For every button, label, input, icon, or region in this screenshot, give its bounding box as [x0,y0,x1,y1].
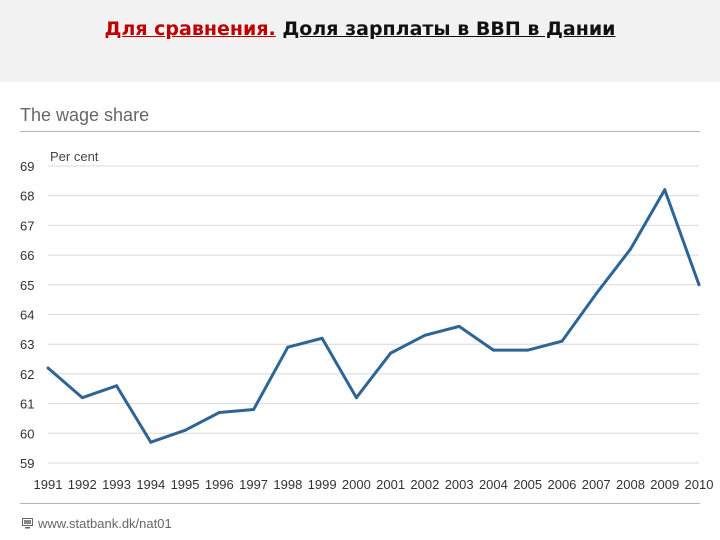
data-point [320,336,324,340]
data-point [183,428,187,432]
x-tick-label: 2007 [582,477,611,492]
x-tick-label: 2009 [650,477,679,492]
y-tick-label: 68 [20,189,34,204]
data-point [286,345,290,349]
x-tick-label: 1998 [273,477,302,492]
data-point [628,247,632,251]
x-tick-label: 1993 [102,477,131,492]
x-tick-label: 2010 [685,477,714,492]
data-point [80,396,84,400]
data-point [491,348,495,352]
data-point [149,440,153,444]
header-band [0,0,720,82]
data-point [526,348,530,352]
y-tick-label: 66 [20,248,34,263]
data-point [217,411,221,415]
y-axis-unit-label: Per cent [50,149,99,164]
y-tick-label: 65 [20,278,34,293]
chart-title: The wage share [20,105,150,125]
data-point [115,384,119,388]
data-point [663,188,667,192]
data-point [457,324,461,328]
data-point [354,396,358,400]
bottom-divider [20,503,700,504]
x-tick-label: 1996 [205,477,234,492]
data-point [423,333,427,337]
source-link[interactable]: www.statbank.dk/nat01 [38,516,172,531]
x-tick-label: 1992 [68,477,97,492]
x-tick-label: 1997 [239,477,268,492]
slide-title-accent: Для сравнения. [104,18,276,40]
y-tick-label: 64 [20,308,34,323]
x-tick-label: 2004 [479,477,508,492]
x-tick-label: 1999 [308,477,337,492]
data-point [252,408,256,412]
x-tick-label: 1991 [34,477,63,492]
y-tick-label: 61 [20,397,34,412]
x-tick-label: 2005 [513,477,542,492]
series-line [47,188,701,444]
top-divider [20,131,700,132]
data-point [46,366,50,370]
y-tick-label: 62 [20,367,34,382]
monitor-icon [22,518,33,529]
x-tick-label: 2001 [376,477,405,492]
y-tick-label: 69 [20,159,34,174]
y-tick-label: 67 [20,218,34,233]
data-point [594,292,598,296]
x-tick-label: 2000 [342,477,371,492]
data-point [560,339,564,343]
slide-title: Для сравнения. Доля зарплаты в ВВП в Дан… [0,18,720,40]
x-tick-label: 2003 [445,477,474,492]
x-tick-label: 1995 [171,477,200,492]
y-tick-label: 59 [20,456,34,471]
x-tick-label: 1994 [136,477,165,492]
data-point [389,351,393,355]
y-tick-label: 63 [20,337,34,352]
y-tick-label: 60 [20,426,34,441]
x-tick-label: 2008 [616,477,645,492]
x-tick-label: 2002 [410,477,439,492]
x-tick-label: 2006 [547,477,576,492]
data-point [697,283,701,287]
source-line: www.statbank.dk/nat01 [22,516,172,531]
slide-title-main: Доля зарплаты в ВВП в Дании [282,18,616,40]
